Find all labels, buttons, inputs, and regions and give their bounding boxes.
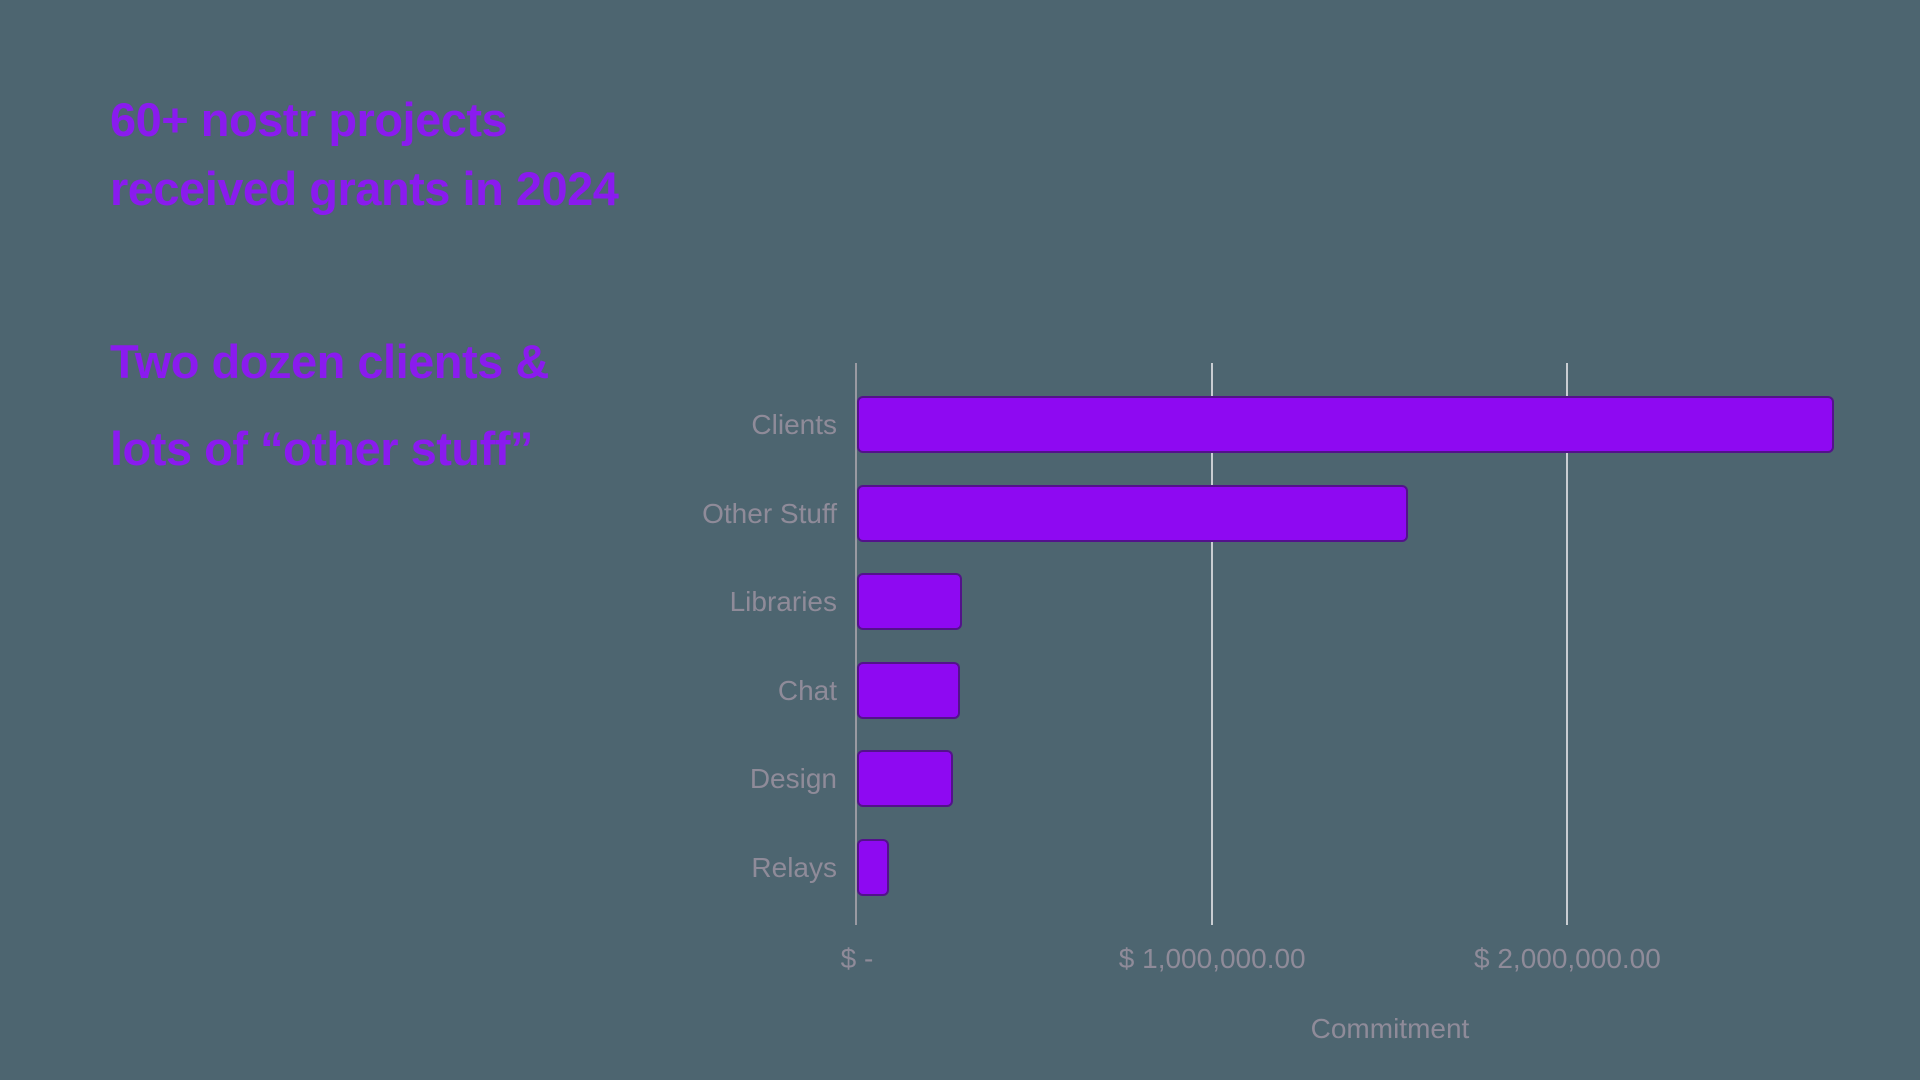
page-title-line2: received grants in 2024 <box>110 162 619 215</box>
bar-design <box>857 750 953 807</box>
page-title-line1: 60+ nostr projects <box>110 93 508 146</box>
x-tick-label: $ 1,000,000.00 <box>1118 943 1306 974</box>
page-subtitle-line1: Two dozen clients & <box>110 335 549 388</box>
category-label: Relays <box>751 851 837 883</box>
category-label: Clients <box>751 409 837 440</box>
bar-other-stuff <box>857 484 1408 542</box>
gridline <box>1211 363 1214 925</box>
category-label: Other Stuff <box>702 497 837 529</box>
bar-relays <box>857 838 889 896</box>
page-title: 60+ nostr projects received grants in 20… <box>110 85 619 223</box>
bar-chart: Commitment Clients Other Stuff Libraries Ch… <box>702 363 1880 1044</box>
category-label: Design <box>749 763 837 794</box>
bar-chat <box>857 661 960 719</box>
gridline <box>1566 363 1569 925</box>
x-tick-label: $ 2,000,000.00 <box>1473 943 1661 974</box>
y-axis-line <box>855 363 857 925</box>
category-label: Libraries <box>729 586 837 617</box>
bar-libraries <box>857 573 962 630</box>
x-axis-title: Commitment <box>1310 1013 1470 1044</box>
category-label: Chat <box>777 674 837 706</box>
page-subtitle-line2: lots of “other stuff” <box>110 422 533 475</box>
x-tick-label: $ - <box>840 943 874 974</box>
bar-clients <box>857 396 1834 453</box>
page-subtitle: Two dozen clients & lots of “other stuff… <box>110 318 549 492</box>
